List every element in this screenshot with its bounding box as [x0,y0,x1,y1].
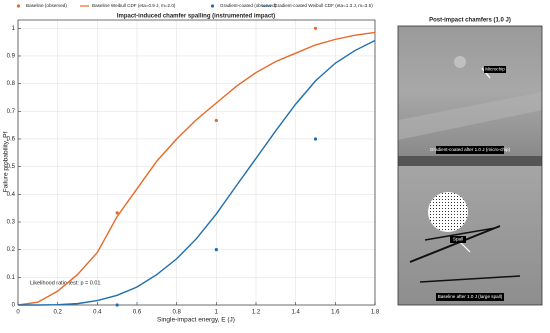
y-tick-label: 0 [12,303,16,309]
spall-area [428,192,468,232]
y-tick-label: 1 [12,26,16,32]
caption-bg [436,146,504,154]
image-label: Microchip [485,67,505,72]
annotation: Likelihood ratio test: p = 0.01 [30,280,100,286]
caption-bg [436,293,504,301]
cdf-line [17,31,376,306]
x-tick-label: 1.6 [331,310,340,316]
y-tick-label: 0.6 [7,137,16,143]
photo-top [398,26,542,156]
x-tick-label: 0.8 [172,310,181,316]
photo-divider [398,156,542,166]
legend-swatch [210,4,215,8]
photo-bottom [398,166,542,305]
label-bg [450,236,466,243]
photo-edge [398,92,542,140]
legend-swatch [16,4,21,8]
x-tick-label: 1.8 [371,310,380,316]
caption: Baseline after 1.0 J (large spall) [438,294,503,299]
y-tick-label: 0.4 [7,192,16,198]
x-tick-label: 1 [215,310,219,316]
y-tick-label: 0.5 [7,164,16,170]
y-tick-label: 0.9 [7,54,16,60]
panel-title: Post-impact chamfers (1.0 J) [429,18,511,24]
x-tick-label: 1.4 [291,310,300,316]
y-axis-label: Failure probability, Pf [3,132,10,193]
photo-panel: Post-impact chamfers (1.0 J) Gradient-co… [397,18,543,306]
x-tick-label: 1.2 [252,310,261,316]
x-tick-label: 0.2 [53,310,62,316]
x-tick-label: 0.6 [133,310,142,316]
y-tick-label: 0.7 [7,109,16,115]
observed-point [115,303,119,307]
crack [419,275,521,283]
observed-point [214,248,218,252]
legend-label: Baseline (observed) [26,3,67,8]
photo-frame [397,25,543,306]
image-label: Spall [453,237,463,242]
photo-spot [454,56,466,68]
y-tick-label: 0.2 [7,247,16,253]
x-axis-label: Single-impact energy, E (J) [157,317,235,324]
chart-title: Impact-induced chamfer spalling (instrum… [117,14,275,20]
y-tick-label: 0.1 [7,275,16,281]
x-tick-label: 0 [16,310,20,316]
observed-point [214,118,218,123]
legend-label: Gradient-coated Weibull CDF (eta=1.3 J, … [274,3,373,8]
cdf-line [18,39,376,306]
plot-frame [17,19,376,306]
observed-point [313,137,318,141]
y-tick-label: 0.8 [7,81,16,87]
legend-label: Baseline Weibull CDF (eta=0.9 J, m=2.0) [92,3,176,8]
label-bg [484,66,506,73]
crack [409,225,501,263]
x-tick-label: 0.4 [93,310,102,316]
y-tick-label: 0.3 [7,220,16,226]
observed-point [313,26,318,30]
caption: Gradient-coated after 1.0 J (micro-chip) [430,147,511,152]
observed-point [115,211,119,215]
crack [424,227,496,241]
legend-label: Gradient-coated (observed) [220,3,277,8]
